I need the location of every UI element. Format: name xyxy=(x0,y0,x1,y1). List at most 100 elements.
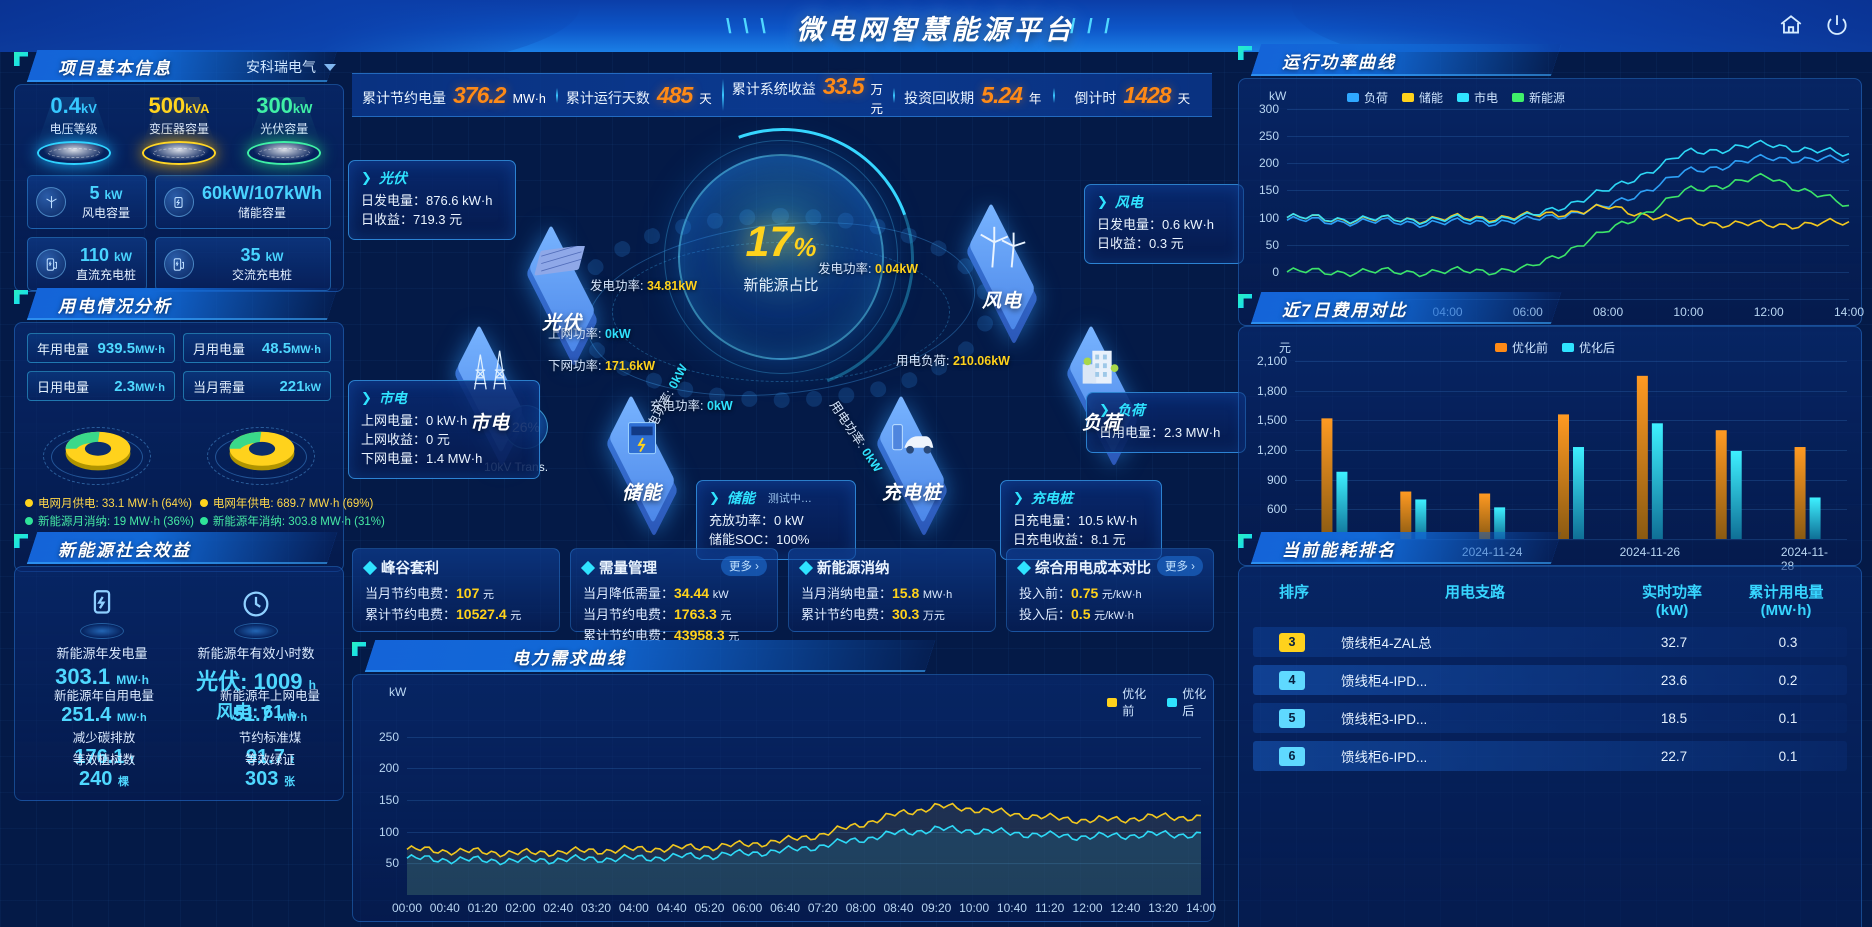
infobox-title: 风电 xyxy=(1114,194,1143,210)
node-storage[interactable]: 储能 xyxy=(578,394,706,538)
usage-metric-3: 当月需量 221kW xyxy=(183,371,331,401)
center-orb: 17% 新能源占比 xyxy=(608,84,958,434)
capacity-tiles: 5 kW 风电容量 60kW/107kWh 储能容量 110 kW 直流充电桩 35 kW… xyxy=(15,165,343,291)
chevron-right-icon: ❯ xyxy=(1097,194,1108,209)
battery-bolt-icon xyxy=(74,583,130,639)
overlay-unit: MW·h xyxy=(277,712,308,724)
overlay-label: 新能源年自用电量 xyxy=(53,689,154,703)
tile-value: 60kW/107kWh xyxy=(202,183,322,204)
metric-label: 日用电量 xyxy=(37,379,90,395)
overlay-label: 节约标准煤 xyxy=(238,731,302,745)
capacity-tile-2[interactable]: 110 kW 直流充电桩 xyxy=(27,237,147,291)
accumulated-energy: 0.2 xyxy=(1778,672,1798,688)
metric-value: 48.5MW·h xyxy=(262,340,321,357)
legend-item[interactable]: 优化前 xyxy=(1495,339,1548,356)
node-ev-charger[interactable]: 充电桩 xyxy=(848,394,976,538)
legend-item[interactable]: 优化后 xyxy=(1167,685,1213,719)
y-tick: 250 xyxy=(378,729,399,744)
gridline xyxy=(1295,509,1847,511)
flow-value: 0.04 xyxy=(874,262,900,276)
table-row[interactable]: 5 馈线柜3-IPD... 18.5 0.1 xyxy=(1253,703,1847,733)
clock-icon xyxy=(228,583,284,639)
flow-value: 171.6 xyxy=(604,359,637,373)
flow-value: 210.06 xyxy=(952,354,992,368)
tile-value: 110 kW xyxy=(74,245,138,266)
row-value: 0.75 xyxy=(1071,585,1099,601)
social-value: 光伏: 1009 h xyxy=(179,664,333,696)
kpi-unit: MW·h xyxy=(512,91,546,106)
gridline xyxy=(1295,479,1847,481)
power-icon[interactable] xyxy=(1824,12,1850,43)
wind-turbine-icon xyxy=(36,187,66,217)
infobox-line: 上网收益：0 元 xyxy=(361,431,450,447)
overlay-unit: t xyxy=(129,754,134,766)
node-grid[interactable]: 市电 xyxy=(426,324,554,468)
table-row[interactable]: 3 馈线柜4-ZAL总 32.7 0.3 xyxy=(1253,627,1847,657)
gauge-label: 光伏容量 xyxy=(260,122,309,136)
node-plate xyxy=(426,324,554,468)
bar-before-6 xyxy=(1794,447,1806,539)
bar-after-6 xyxy=(1809,497,1821,539)
tile-number: 60kW/107kWh xyxy=(201,183,322,203)
row-value: 43958.3 xyxy=(674,627,725,643)
project-selector[interactable]: 安科瑞电气 xyxy=(246,57,336,77)
legend-item[interactable]: 市电 xyxy=(1457,89,1498,106)
y-tick: 200 xyxy=(378,761,399,776)
donut-year xyxy=(201,413,321,491)
table-row[interactable]: 4 馈线柜4-IPD... 23.6 0.2 xyxy=(1253,665,1847,695)
capacity-tile-3[interactable]: 35 kW 交流充电桩 xyxy=(154,237,331,291)
flow-unit: kW xyxy=(991,354,1010,368)
legend-item[interactable]: 优化前 xyxy=(1107,685,1153,719)
chevron-right-icon: ❯ xyxy=(361,170,372,185)
y-tick: 200 xyxy=(1258,156,1279,171)
legend-swatch xyxy=(1347,93,1359,102)
chevron-right-icon: ❯ xyxy=(709,490,720,505)
capacity-tile-0[interactable]: 5 kW 风电容量 xyxy=(27,175,147,229)
legend-item[interactable]: 优化后 xyxy=(1562,339,1615,356)
legend-item[interactable]: 储能 xyxy=(1402,89,1443,106)
node-wind[interactable]: 风电 xyxy=(938,202,1066,346)
metric-unit: MW·h xyxy=(291,343,321,356)
gridline xyxy=(1295,539,1847,540)
capacity-tile-1[interactable]: 60kW/107kWh 储能容量 xyxy=(154,175,331,229)
summary-card-0: 峰谷套利 当月节约电费：107 元累计节约电费：10527.4 元 xyxy=(352,548,560,632)
metric-label: 当月需量 xyxy=(193,379,246,395)
corner-tag-icon xyxy=(1238,294,1252,308)
overlay-unit: 张 xyxy=(283,776,295,788)
infobox-line: 上网电量：0 kW·h xyxy=(361,413,468,428)
more-button[interactable]: 更多 › xyxy=(720,556,767,576)
table-row[interactable]: 6 馈线柜6-IPD... 22.7 0.1 xyxy=(1253,741,1847,771)
card-row: 投入前：0.75 元/kW·h xyxy=(1019,583,1201,604)
legend-swatch xyxy=(1495,343,1507,352)
bar-after-1 xyxy=(1415,499,1427,539)
flow-key: 下网功率: xyxy=(548,359,602,373)
project-selector-value: 安科瑞电气 xyxy=(246,59,316,75)
gauge-disc xyxy=(141,141,216,165)
social-value-number: 光伏: 1009 xyxy=(196,669,303,694)
card-title: 峰谷套利 xyxy=(381,561,439,577)
tile-value: 5 kW xyxy=(74,183,138,204)
social-label: 新能源年发电量 xyxy=(56,646,148,661)
kpi-unit: 万元 xyxy=(870,83,884,116)
overlay-unit: t xyxy=(290,754,295,766)
renewable-share-percent-sign: % xyxy=(793,232,817,262)
home-icon[interactable] xyxy=(1778,12,1804,43)
more-button[interactable]: 更多 › xyxy=(1156,556,1203,576)
overlay-number: 240 xyxy=(79,768,113,790)
node-solar[interactable]: 光伏 xyxy=(498,224,626,368)
corner-tag-icon xyxy=(14,534,28,548)
x-tick: 09:20 xyxy=(921,901,952,915)
legend-item[interactable]: 新能源 xyxy=(1512,89,1565,106)
accumulated-energy: 0.3 xyxy=(1778,634,1798,650)
flow-label-charge-power: 充电功率: 0kW xyxy=(650,395,733,414)
flow-label-import-power: 下网功率: 171.6kW xyxy=(548,355,655,374)
tile-label: 交流充电桩 xyxy=(231,268,292,282)
ranking-table-body: 3 馈线柜4-ZAL总 32.7 0.3 4 馈线柜4-IPD... 23.6 0.2 5 馈线柜… xyxy=(1239,627,1861,771)
panel-title: 项目基本信息 xyxy=(58,59,172,78)
node-load[interactable]: 负荷 xyxy=(1038,324,1166,468)
legend-item[interactable]: 负荷 xyxy=(1347,89,1388,106)
usage-legend-item-3: 新能源年消纳: 303.8 MW·h (31%) xyxy=(199,513,385,529)
x-tick: 05:20 xyxy=(694,901,725,915)
panel-title: 用电情况分析 xyxy=(58,297,172,316)
overlay-number: 91.7 xyxy=(245,746,285,768)
